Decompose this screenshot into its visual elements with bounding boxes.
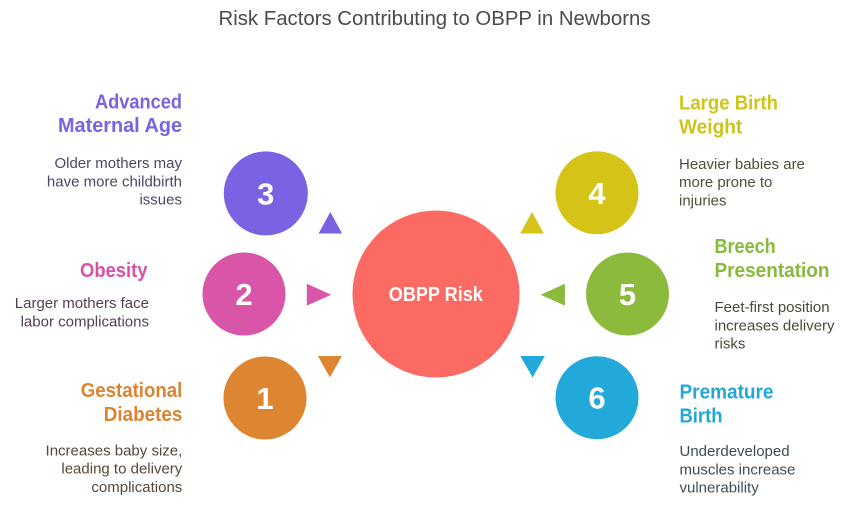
svg-text:OBPP Risk: OBPP Risk — [389, 284, 484, 306]
svg-text:6: 6 — [588, 381, 605, 416]
svg-text:5: 5 — [619, 277, 636, 312]
svg-text:4: 4 — [588, 176, 606, 211]
svg-text:Increases baby size,leading to: Increases baby size, leading to delivery c… — [46, 442, 183, 495]
svg-text:1: 1 — [256, 381, 273, 416]
svg-text:Obesity: Obesity — [80, 260, 148, 282]
svg-text:2: 2 — [235, 277, 252, 312]
svg-text:Risk Factors Contributing to O: Risk Factors Contributing to OBPP in New… — [219, 8, 651, 30]
svg-text:3: 3 — [257, 176, 274, 211]
